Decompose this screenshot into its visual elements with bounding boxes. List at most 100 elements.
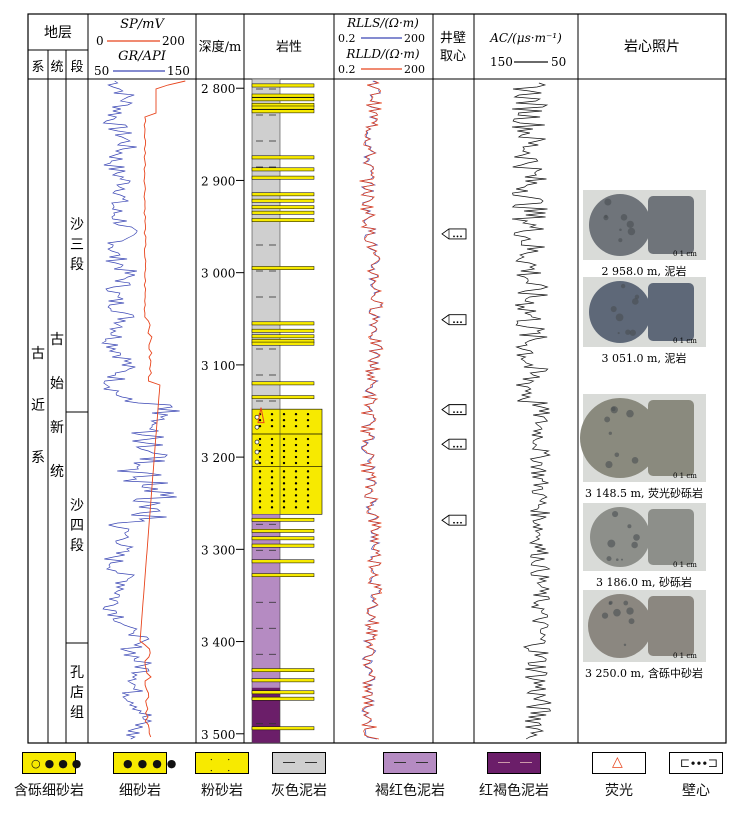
lithology-header: 岩性	[276, 40, 302, 55]
legend-swatch: △	[592, 752, 646, 774]
legend-item-pebbly_fine_sandstone: ○●●● 含砾细砂岩	[14, 752, 84, 800]
core-sample-slab	[648, 509, 694, 565]
sand-dot	[282, 412, 286, 416]
sidewall-core-icon	[441, 514, 467, 526]
core-grain	[623, 643, 627, 647]
siltstone-bed	[251, 105, 315, 110]
sand-dot	[306, 461, 310, 465]
sand-dot	[306, 443, 310, 447]
core-grain	[618, 238, 623, 243]
sand-dot	[282, 443, 286, 447]
lithology-interval	[252, 514, 280, 688]
siltstone-bed	[251, 678, 315, 683]
sp-min: 0	[96, 34, 104, 48]
core-grain	[631, 541, 638, 549]
sand-dot	[282, 449, 286, 453]
sidewall-core-icon-dot	[456, 235, 459, 238]
strata-header: 地层	[44, 25, 72, 41]
sand-dot	[270, 418, 274, 422]
sand-dot	[306, 500, 310, 503]
legend-label: 红褐色泥岩	[479, 783, 549, 799]
sand-dot	[270, 461, 274, 465]
sidewall-core-icon-dot	[453, 321, 455, 324]
fluorescence-mark	[257, 407, 265, 424]
member-label-0-char: 三	[70, 237, 84, 253]
rlld-max: 200	[404, 63, 425, 76]
sand-dot	[270, 488, 274, 491]
pebble	[254, 449, 260, 455]
sand-dot	[306, 424, 310, 428]
siltstone-bed	[251, 536, 315, 541]
core-sample-slab	[648, 196, 694, 254]
legend-label: 褐红色泥岩	[375, 783, 445, 799]
member-label-1-char: 段	[70, 538, 84, 554]
core-grain	[614, 452, 620, 458]
sp-curve	[139, 80, 186, 738]
sand-dot	[270, 424, 274, 428]
sidewall-core-icon-outline	[441, 404, 467, 416]
sidewall-core-icon	[441, 438, 467, 450]
core-grain	[633, 534, 640, 541]
core-grain	[619, 228, 622, 232]
legend-item-siltstone: ⋅⋅ ⋅⋅ 粉砂岩	[195, 752, 249, 800]
ac-max: 50	[551, 55, 566, 69]
legend-item-maroon_mudstone: 褐红色泥岩	[375, 752, 445, 800]
legend-label: 粉砂岩	[201, 783, 243, 799]
core-photo-caption: 3 250.0 m, 含砾中砂岩	[585, 666, 703, 680]
sand-dot	[270, 449, 274, 453]
member-label-0-char: 沙	[70, 217, 84, 233]
sidewall-core-icon-dot	[460, 321, 462, 324]
core-grain	[626, 220, 634, 228]
sand-dot	[258, 424, 262, 428]
pebble	[254, 439, 260, 445]
series-label-char: 统	[50, 464, 64, 480]
sidewall-core-icon	[441, 228, 467, 240]
pebble	[254, 424, 260, 430]
siltstone-bed	[251, 559, 315, 564]
system-label-char: 古	[31, 346, 45, 362]
core-grain	[610, 306, 617, 313]
core-grain	[634, 294, 640, 300]
sand-dot	[294, 455, 298, 459]
siltstone-bed	[251, 198, 315, 203]
core-grain	[625, 329, 631, 335]
sand-dot	[306, 449, 310, 453]
depth-tick-label: 3 500	[201, 728, 235, 742]
sand-dot	[270, 412, 274, 416]
lithology-interval	[252, 79, 280, 410]
core-grain	[604, 416, 611, 423]
sand-dot	[282, 424, 286, 428]
sidewall-core-icon-outline	[441, 314, 467, 326]
sand-dot	[270, 506, 274, 509]
core-grain	[613, 608, 621, 617]
sp-header: SP/mV	[120, 17, 165, 32]
siltstone-bed	[251, 573, 315, 578]
sand-dot	[294, 449, 298, 453]
sand-dot	[306, 506, 310, 509]
sand-dot	[270, 470, 274, 473]
sand-dot	[294, 476, 298, 479]
legend-label: 壁心	[682, 783, 710, 799]
sand-dot	[306, 470, 310, 473]
sidewall-core-icon-outline	[441, 228, 467, 240]
sidewall-core-icon-dot	[460, 235, 462, 238]
rlls-header: RLLS/(Ω·m)	[346, 16, 419, 30]
sidewall-core-icon-dot	[453, 521, 455, 524]
sand-dot	[306, 476, 310, 479]
sand-dot	[294, 500, 298, 503]
siltstone-bed	[251, 690, 315, 695]
depth-axis: 2 800 2 900 3 000 3 100 3 200 3 300 3 400 3 500	[201, 82, 244, 742]
sand-dot	[306, 437, 310, 441]
rlls-min: 0.2	[338, 32, 356, 45]
core-grain	[627, 524, 632, 529]
legend-swatch: ⊏∙∙∙⊐	[669, 752, 723, 774]
legend-swatch	[272, 752, 326, 774]
core-grain	[620, 214, 628, 221]
sand-dot	[270, 482, 274, 485]
legend-item-fluorescence: △ 荧光	[592, 752, 646, 800]
legend-swatch	[383, 752, 437, 774]
sand-dot	[306, 455, 310, 459]
core-grain	[629, 329, 636, 336]
siltstone-bed	[251, 517, 315, 522]
depth-tick-label: 3 200	[201, 451, 235, 465]
